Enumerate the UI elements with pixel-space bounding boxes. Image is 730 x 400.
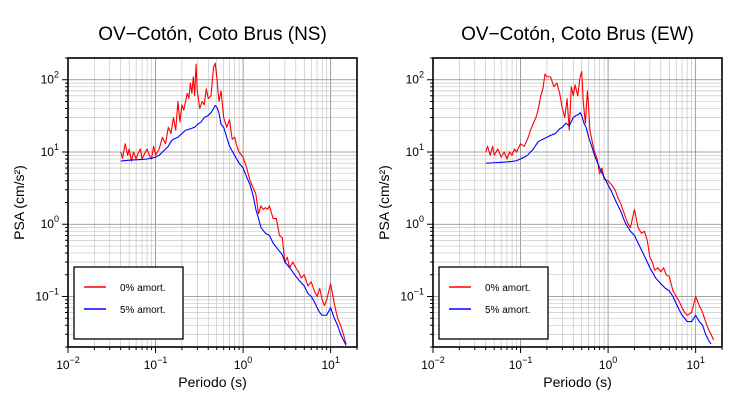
y-tick-label: 102	[41, 70, 59, 87]
legend-label: 5% amort.	[120, 305, 166, 316]
y-tick-label: 10−1	[400, 286, 424, 303]
series-line-amort-5	[120, 104, 347, 346]
series-line-amort-0	[120, 62, 347, 345]
y-tick-label: 100	[406, 214, 424, 231]
x-axis-label: Periodo (s)	[543, 374, 611, 390]
y-axis-label: PSA (cm/s²)	[376, 165, 392, 240]
plot-frame	[67, 57, 358, 348]
x-tick-label: 100	[599, 355, 617, 372]
y-tick-label: 101	[406, 142, 424, 159]
y-axis-label: PSA (cm/s²)	[11, 165, 27, 240]
legend-box	[438, 266, 549, 340]
chart-panel-ew: 10−2 10−1 100 101 10−1 100 101 102 0% amort. 5% a…	[376, 24, 723, 390]
series-line-amort-5	[485, 112, 712, 345]
chart-title: OV−Cotón, Coto Brus (EW)	[461, 24, 694, 45]
x-tick-label: 101	[321, 355, 339, 372]
series-line-amort-0	[485, 70, 715, 341]
x-axis-label: Periodo (s)	[178, 374, 246, 390]
axis-ticks	[62, 57, 358, 353]
legend: 0% amort. 5% amort.	[438, 266, 549, 340]
x-tick-label: 10−2	[56, 355, 80, 372]
x-tick-label: 10−1	[509, 355, 533, 372]
grid	[67, 57, 358, 348]
legend-label: 5% amort.	[485, 305, 531, 316]
legend-label: 0% amort.	[485, 283, 531, 294]
y-tick-label: 101	[41, 142, 59, 159]
y-tick-label: 10−1	[35, 286, 59, 303]
x-tick-label: 101	[686, 355, 704, 372]
series-group	[485, 70, 715, 345]
legend-label: 0% amort.	[120, 283, 166, 294]
y-tick-label: 102	[406, 70, 424, 87]
x-tick-label: 100	[234, 355, 252, 372]
legend: 0% amort. 5% amort.	[73, 266, 184, 340]
legend-box	[73, 266, 184, 340]
y-tick-label: 100	[41, 214, 59, 231]
chart-panel-ns: 10−2 10−1 100 101 10−1 100 101 102 0% amort. 5% a…	[11, 24, 358, 390]
plot-frame	[432, 57, 723, 348]
x-tick-label: 10−1	[144, 355, 168, 372]
chart-title: OV−Cotón, Coto Brus (NS)	[98, 24, 327, 45]
x-tick-label: 10−2	[421, 355, 445, 372]
series-group	[120, 62, 347, 346]
